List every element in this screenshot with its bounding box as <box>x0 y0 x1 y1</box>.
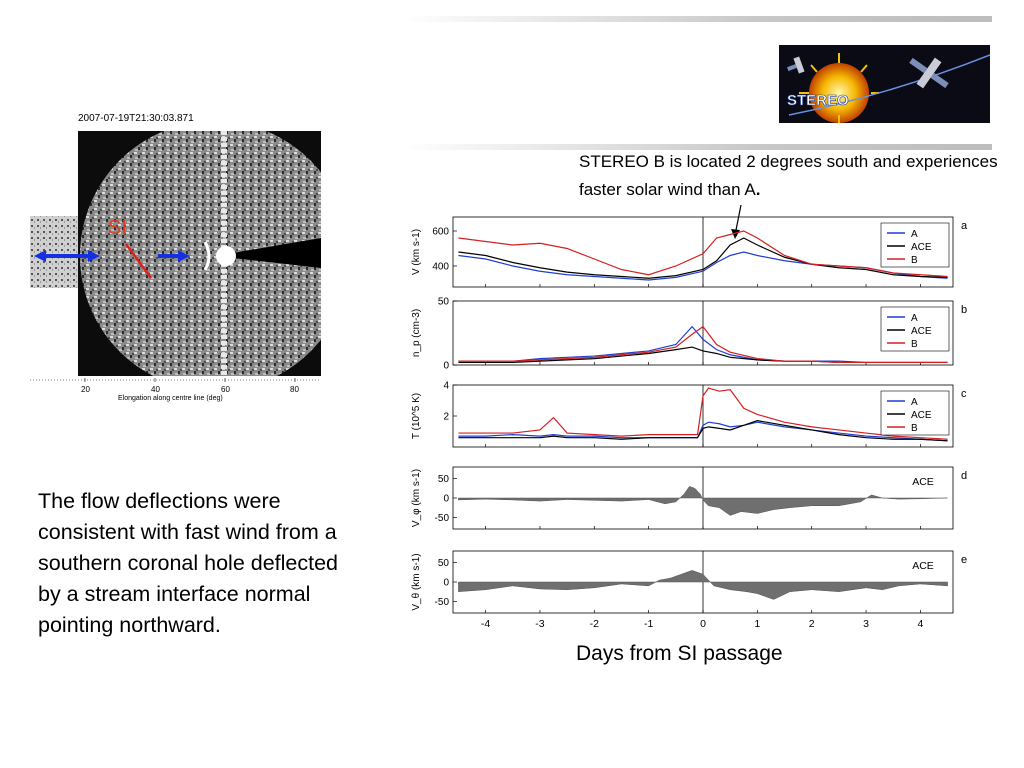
panel-d: -50 0 50 V_φ (km s-1) d ACE <box>411 466 967 530</box>
note-arrowhead <box>731 229 740 239</box>
image-inset-left <box>30 216 78 288</box>
panel-b: 0 50 n_p (cm-3) b A ACE B <box>411 297 967 372</box>
image-timestamp: 2007-07-19T21:30:03.871 <box>78 113 194 124</box>
legend-label-A: A <box>911 397 918 408</box>
si-marker-line <box>124 243 153 279</box>
y-tick-label: 50 <box>438 297 450 308</box>
stereo-logo-graphic: STEREO <box>779 45 990 123</box>
stereo-note: STEREO B is located 2 degrees south and … <box>579 148 999 204</box>
y-tick-label: 50 <box>438 474 450 485</box>
header-gradient-bar-lower <box>400 144 992 150</box>
x-tick-label: 0 <box>700 618 706 630</box>
image-tick-60: 60 <box>221 385 230 394</box>
si-label: SI <box>108 217 127 239</box>
y-tick-label: -50 <box>435 513 450 524</box>
x-tick-label: -4 <box>481 618 490 630</box>
stereo-note-text: STEREO B is located 2 degrees south and … <box>579 152 998 199</box>
heliospheric-image-panel: 2007-07-19T21:30:03.871 <box>30 110 330 410</box>
x-tick-label: 2 <box>809 618 815 630</box>
panel-a: 400 600 V (km s-1) a A ACE B <box>411 216 968 288</box>
legend-label-B: B <box>911 423 918 434</box>
image-tick-40: 40 <box>151 385 160 394</box>
x-tick-label: -2 <box>590 618 599 630</box>
header-gradient-bar <box>400 16 992 22</box>
panel-e-ylabel: V_θ (km s-1) <box>411 553 422 610</box>
panel-c: 2 4 T (10^5 K) c A ACE B <box>411 381 967 448</box>
series-line-B-a <box>458 230 948 278</box>
series-area-ACE-e <box>458 570 948 600</box>
x-tick-label: 1 <box>754 618 760 630</box>
x-tick-label: -3 <box>535 618 544 630</box>
panel-b-ylabel: n_p (cm-3) <box>411 309 422 357</box>
series-line-A-c <box>458 421 948 442</box>
series-area-ACE-d <box>458 486 948 516</box>
series-line-B-b <box>458 325 948 364</box>
stereo-note-period: . <box>755 180 761 199</box>
panel-e: -50 0 50 V_θ (km s-1) e ACE <box>411 550 967 614</box>
x-axis-caption: Days from SI passage <box>576 642 783 665</box>
y-tick-label: 0 <box>443 494 449 505</box>
panel-c-ylabel: T (10^5 K) <box>411 393 422 439</box>
corona-disk <box>80 131 321 376</box>
y-tick-label: 50 <box>438 558 450 569</box>
y-tick-label: 600 <box>432 227 449 238</box>
legend-label-ACE: ACE <box>911 326 932 337</box>
series-line-ACE-c <box>458 420 948 442</box>
y-tick-label: 400 <box>432 262 449 273</box>
logo-wordmark: STEREO <box>787 92 849 109</box>
legend-label-ACE-d: ACE <box>912 476 934 488</box>
panel-d-ylabel: V_φ (km s-1) <box>411 469 422 527</box>
y-tick-label: -50 <box>435 597 450 608</box>
legend-label-A: A <box>911 313 918 324</box>
x-tick-label: -1 <box>644 618 653 630</box>
legend-label-ACE: ACE <box>911 410 932 421</box>
legend-label-ACE: ACE <box>911 242 932 253</box>
series-line-ACE-a <box>458 237 948 279</box>
panel-a-ylabel: V (km s-1) <box>411 229 422 275</box>
legend-label-B: B <box>911 339 918 350</box>
image-x-label: Elongation along centre line (deg) <box>118 395 223 402</box>
legend-label-ACE-e: ACE <box>912 560 934 572</box>
explanation-paragraph: The flow deflections were consistent wit… <box>38 489 339 637</box>
x-tick-label: 3 <box>863 618 869 630</box>
image-x-axis <box>30 378 321 382</box>
stereo-logo: STEREO <box>779 45 990 123</box>
y-tick-label: 0 <box>443 578 449 589</box>
legend-label-A: A <box>911 229 918 240</box>
note-arrow <box>734 205 742 236</box>
y-tick-label: 4 <box>443 381 449 392</box>
legend-label-B: B <box>911 255 918 266</box>
panel-letter-d: d <box>961 470 967 482</box>
series-line-B-c <box>458 387 948 440</box>
panel-letter-a: a <box>961 220 968 232</box>
image-tick-20: 20 <box>81 385 90 394</box>
heliospheric-image: SI <box>30 131 321 376</box>
panel-letter-c: c <box>961 388 967 400</box>
panel-letter-b: b <box>961 304 967 316</box>
y-tick-label: 0 <box>443 361 449 372</box>
panel-letter-e: e <box>961 554 967 566</box>
image-tick-80: 80 <box>290 385 299 394</box>
x-tick-label: 4 <box>917 618 923 630</box>
y-tick-label: 2 <box>443 412 449 423</box>
